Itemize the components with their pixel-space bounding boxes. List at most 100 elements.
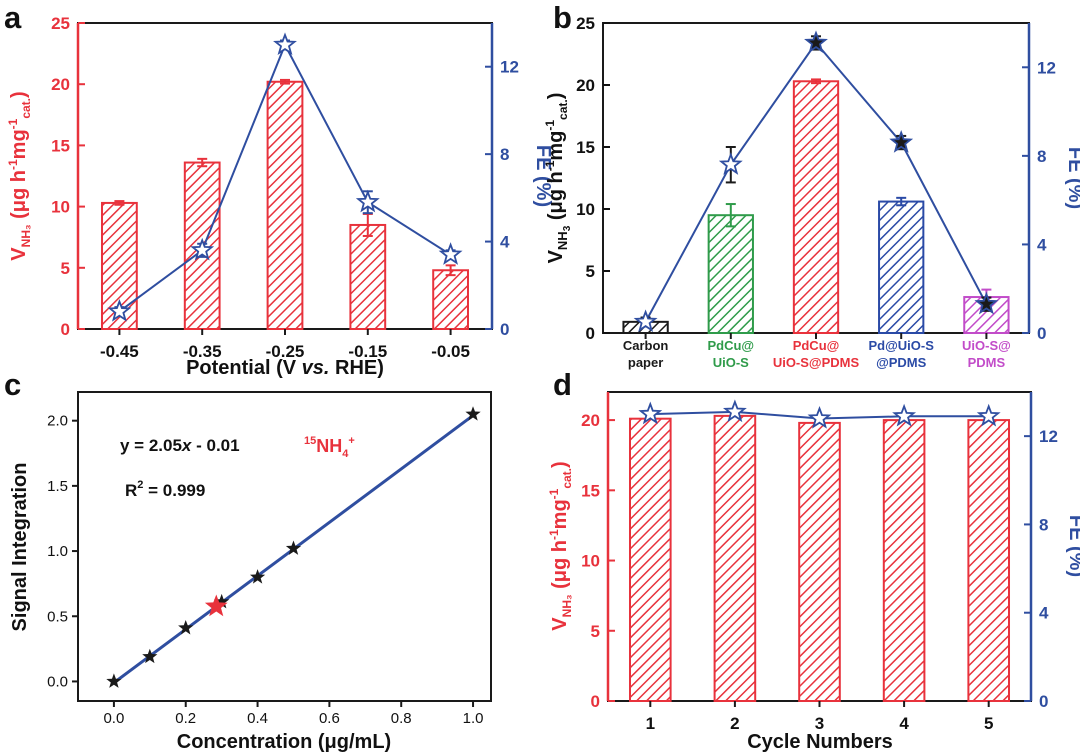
panel-b-right-axis-title: FE (%): [1064, 147, 1080, 209]
panel-a-left-tick-label: 15: [51, 136, 70, 155]
panel-b-x-tick-label: UiO-S@: [962, 338, 1011, 353]
panel-b-x-tick-label: PdCu@: [793, 338, 840, 353]
panel-d-left-tick-label: 0: [591, 692, 600, 711]
panel-a-x-tick-label: -0.05: [431, 342, 470, 361]
panel-c-y-axis-title: Signal Integration: [9, 463, 31, 632]
panel-b-right-tick-label: 4: [1037, 235, 1047, 254]
panel-b-fe-point: [633, 309, 658, 333]
panel-a-right-tick-label: 0: [500, 320, 509, 339]
panel-c-point: [250, 569, 266, 584]
panel-d-x-tick-label: 1: [646, 714, 655, 733]
panel-b-fe-point: [889, 130, 914, 153]
panel-a-y-axis-title: VNH₃ (μg h-1mg-1cat.): [6, 91, 33, 260]
panel-d-bar: [882, 419, 926, 702]
panel-a-left-tick-label: 25: [51, 14, 70, 33]
panel-b-right-tick-label: 8: [1037, 147, 1046, 166]
panel-a-x-tick-label: -0.15: [348, 342, 387, 361]
panel-b-bar: [707, 214, 754, 334]
panel-b-x-tick-label: Carbon: [623, 338, 669, 353]
panel-d-fe-point: [892, 403, 917, 427]
panel-d-right-tick-label: 4: [1039, 604, 1049, 623]
panel-d-y-axis-title: VNH₃ (μg h-1mg-1cat.): [547, 461, 574, 630]
panel-b-x-tick-label: UiO-S: [713, 355, 749, 370]
panel-b-right-tick-label: 0: [1037, 324, 1046, 343]
panel-c-frame: [77, 391, 492, 702]
panel-b-left-tick-label: 25: [576, 14, 595, 33]
panel-d-right-tick-label: 0: [1039, 692, 1048, 711]
panel-c-x-tick-label: 0.8: [391, 710, 412, 727]
panel-b-x-tick-label: @PDMS: [876, 355, 927, 370]
panel-c-x-tick-label: 0.0: [103, 710, 124, 727]
panel-d-right-tick-label: 8: [1039, 515, 1048, 534]
panel-b-left-tick-label: 20: [576, 76, 595, 95]
panel-b-y-axis-title: VNH3 (μg h-1mg-1cat.): [543, 93, 573, 264]
panel-d-right-axis-title: FE (%): [1065, 515, 1080, 577]
panel-d-right-tick-label: 12: [1039, 427, 1058, 446]
panel-label-b: b: [553, 0, 572, 35]
panel-a-fe-point: [438, 242, 463, 265]
panel-label-d: d: [553, 367, 572, 402]
panel-b-bar: [792, 80, 840, 334]
panel-a-fe-point: [190, 237, 215, 261]
panel-a-left-tick-label: 5: [61, 259, 70, 278]
panel-d-fe-point: [976, 403, 1001, 427]
panel-a-fe-point: [107, 298, 132, 322]
panel-a-right-tick-label: 12: [500, 58, 519, 77]
panel-d-fe-point: [807, 405, 832, 429]
panel-c-y-tick-label: 0.5: [47, 608, 68, 625]
panel-a-fe-point: [273, 32, 297, 55]
panel-c-y-tick-label: 1.5: [47, 478, 68, 495]
panel-a-right-tick-label: 8: [500, 145, 509, 164]
panel-b-x-tick-label: Pd@UiO-S: [868, 338, 934, 353]
panel-d-bar: [713, 414, 757, 702]
panel-a-right-tick-label: 4: [500, 233, 510, 252]
panel-d-x-tick-label: 3: [815, 714, 824, 733]
panel-d-bar: [798, 421, 841, 702]
panel-b-left-tick-label: 15: [576, 138, 595, 157]
panel-a-x-tick-label: -0.45: [100, 342, 139, 361]
panel-d-left-tick-label: 5: [591, 622, 600, 641]
panel-d-left-tick-label: 15: [581, 481, 600, 500]
panel-c-x-tick-label: 0.2: [175, 710, 196, 727]
panel-a-bar: [349, 223, 387, 331]
panel-c-sample-point: [204, 594, 228, 617]
panel-c-point: [106, 673, 122, 688]
panel-c-y-tick-label: 2.0: [47, 413, 68, 430]
panel-d-fe-point: [638, 401, 663, 425]
panel-c-point: [142, 648, 158, 664]
panel-c-x-tick-label: 1.0: [463, 710, 484, 727]
panel-c-y-tick-label: 0.0: [47, 673, 68, 690]
panel-d-left-tick-label: 10: [581, 552, 600, 571]
panel-a: 0 5 10 15 20 25 0 4 8 12 -0.45 -0.35 -0.25 -0.15 -0.05…: [6, 14, 554, 379]
panel-b-left-tick-label: 10: [576, 200, 595, 219]
panel-a-x-axis-title: Potential (V vs. RHE): [186, 357, 384, 379]
panel-b-left-tick-label: 5: [586, 262, 595, 281]
panel-a-fe-point: [355, 189, 380, 213]
panel-c-species-label: 15NH4+: [304, 435, 355, 460]
panel-b-bar: [878, 200, 925, 334]
panel-b-x-tick-label: paper: [628, 355, 663, 370]
panel-a-x-tick-label: -0.25: [266, 342, 305, 361]
panel-d-fe-point: [722, 399, 747, 423]
panel-c-point: [178, 620, 194, 635]
panel-c-r-squared: R2 = 0.999: [125, 479, 205, 500]
panel-d-x-tick-label: 4: [899, 714, 909, 733]
panel-a-bar: [266, 80, 304, 330]
panel-c-point: [285, 540, 302, 555]
panel-c-point: [465, 406, 481, 421]
panel-d-x-tick-label: 2: [730, 714, 739, 733]
panel-b-fe-point: [804, 30, 828, 54]
panel-d-bar: [967, 419, 1011, 702]
panel-label-a: a: [4, 0, 22, 35]
panel-d-left-tick-label: 20: [581, 411, 600, 430]
panel-a-bar: [432, 269, 469, 330]
panel-b: 0 5 10 15 20 25 0 4 8 12 Carbon paper PdCu@ UiO-S PdCu…: [543, 14, 1080, 370]
panel-d-x-axis-title: Cycle Numbers: [747, 731, 893, 753]
panel-c-x-tick-label: 0.6: [319, 710, 340, 727]
panel-b-bar: [963, 296, 1010, 335]
panel-c-point: [214, 593, 230, 609]
panel-b-fe-point: [974, 291, 999, 315]
panel-a-left-tick-label: 20: [51, 75, 70, 94]
